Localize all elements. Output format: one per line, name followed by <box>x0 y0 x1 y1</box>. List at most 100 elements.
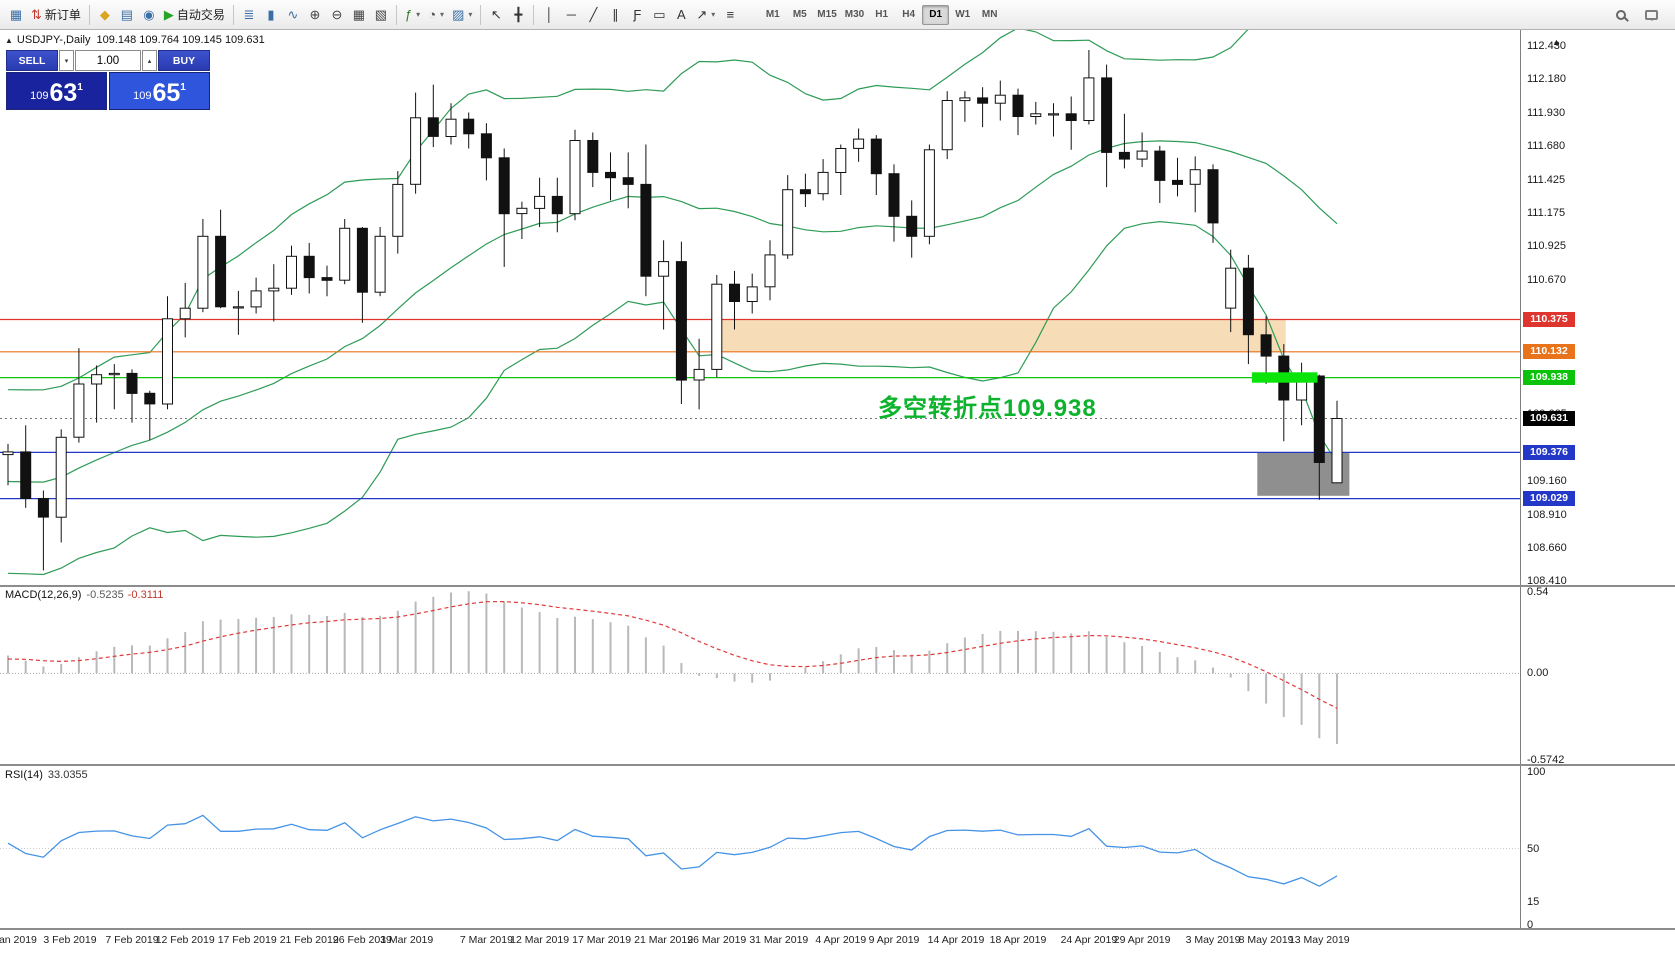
buy-button[interactable]: BUY <box>158 50 210 71</box>
navigator-icon[interactable]: ◉ <box>138 4 160 26</box>
horizontal-line-icon[interactable]: ─ <box>560 4 582 26</box>
buy-price-prefix: 109 <box>133 90 152 102</box>
arrow-tool-icon: ↗ <box>696 7 708 22</box>
main-chart-layer <box>0 30 1520 576</box>
price-axis-label: 108.910 <box>1527 508 1567 521</box>
timeframe-m1[interactable]: M1 <box>765 9 780 20</box>
search-icon[interactable] <box>1610 4 1632 26</box>
volume-input[interactable]: 1.00 <box>75 50 141 71</box>
candle <box>640 144 652 297</box>
line-chart-icon[interactable]: ∿ <box>282 4 304 26</box>
date-label: 26 Mar 2019 <box>687 934 747 946</box>
panel-separator[interactable] <box>0 928 1675 930</box>
candle <box>835 144 847 195</box>
bollinger-lower-band <box>7 220 1338 576</box>
panel-separator[interactable] <box>0 764 1675 766</box>
timeframe-m15[interactable]: M15 <box>817 9 837 20</box>
candle <box>1065 96 1077 150</box>
chevron-down-icon: ▾ <box>711 10 716 19</box>
indicators-dropdown[interactable]: ƒ ▾ <box>401 4 424 26</box>
candle <box>711 274 723 378</box>
candle <box>551 177 563 233</box>
shapes-icon[interactable]: ▭ <box>648 4 670 26</box>
horizontal-line-icon: ─ <box>566 7 576 22</box>
price-axis-label: 110.670 <box>1527 274 1566 287</box>
timeframe-d1[interactable]: D1 <box>922 4 950 25</box>
ohlc-values: 109.148 109.764 109.145 109.631 <box>96 34 265 46</box>
text-icon: A <box>677 7 686 22</box>
crosshair-icon: ╋ <box>514 7 523 22</box>
fibonacci-icon[interactable]: Ƒ <box>626 4 648 26</box>
chevron-down-icon: ▾ <box>440 10 445 19</box>
rsi-axis-label: 100 <box>1527 766 1546 778</box>
favorites-icon[interactable]: ◆ <box>94 4 116 26</box>
rsi-axis-label: 0 <box>1527 919 1534 931</box>
toolbar-right-icons <box>1610 4 1670 26</box>
candlesticks <box>2 50 1343 571</box>
price-line-badge: 110.132 <box>1523 344 1575 360</box>
macd-axis-label: 0.00 <box>1527 667 1549 680</box>
new-order-button[interactable]: ⇅ 新订单 <box>27 4 85 26</box>
arrow-tool-icon[interactable]: ↗ ▾ <box>692 4 719 26</box>
symbol-period-label: USDJPY-,Daily <box>16 34 91 46</box>
date-label: 29 Jan 2019 <box>0 934 37 946</box>
zoom-out-icon[interactable]: ⊖ <box>326 4 348 26</box>
date-label: 12 Feb 2019 <box>155 934 215 946</box>
timeframe-w1[interactable]: W1 <box>955 9 971 20</box>
cursor-icon[interactable]: ↖ <box>485 4 507 26</box>
collapse-icon[interactable]: ▲ <box>5 36 13 45</box>
candle <box>73 348 85 443</box>
panel-separator[interactable] <box>0 585 1675 587</box>
zoom-in-icon[interactable]: ⊕ <box>304 4 326 26</box>
price-axis[interactable]: 112.430 112.180 111.930 111.680 111.425 111.1… <box>1520 30 1675 931</box>
text-icon[interactable]: A <box>670 4 692 26</box>
volume-dropdown[interactable]: ▾ <box>59 50 74 71</box>
price-line-badge: 109.029 <box>1523 491 1575 507</box>
timeframe-m30[interactable]: M30 <box>844 9 865 20</box>
new-chart-icon[interactable]: ▦ <box>5 4 27 26</box>
macd-label: MACD(12,26,9) -0.5235 -0.3111 <box>5 589 163 601</box>
zoom-in-icon: ⊕ <box>309 7 321 22</box>
bollinger-upper-band <box>7 30 1249 391</box>
crosshair-icon[interactable]: ╋ <box>507 4 529 26</box>
trendline-icon[interactable]: ╱ <box>582 4 604 26</box>
chart-canvas[interactable] <box>0 0 1520 954</box>
candle <box>1242 254 1254 365</box>
templates-dropdown: ▨ <box>452 7 465 22</box>
candle <box>977 87 989 128</box>
market-watch-icon[interactable]: ▤ <box>116 4 138 26</box>
candle <box>1296 362 1308 426</box>
channel-icon[interactable]: ∥ <box>604 4 626 26</box>
cascade-windows-icon[interactable]: ▧ <box>370 4 392 26</box>
candlestick-chart-icon: ▮ <box>267 7 275 22</box>
timeframe-h1[interactable]: H1 <box>875 9 889 20</box>
timeframe-mn[interactable]: MN <box>981 9 998 20</box>
timeframe-m5[interactable]: M5 <box>792 9 807 20</box>
date-label: 4 Apr 2019 <box>815 934 867 946</box>
date-label: 14 Apr 2019 <box>927 934 985 946</box>
shapes-icon: ▭ <box>653 7 666 22</box>
candlestick-chart-icon[interactable]: ▮ <box>260 4 282 26</box>
objects-list-icon[interactable]: ≡ <box>719 4 741 26</box>
templates-dropdown[interactable]: ▨ ▾ <box>448 4 476 26</box>
auto-trading-button: ▶ <box>163 7 174 22</box>
periods-dropdown[interactable]: ◔ ▾ <box>424 4 448 26</box>
sell-button[interactable]: SELL <box>6 50 58 71</box>
tile-windows-icon: ▦ <box>352 7 366 22</box>
tile-windows-icon[interactable]: ▦ <box>348 4 370 26</box>
candle <box>339 219 351 285</box>
candle <box>463 112 475 149</box>
timeframe-h4[interactable]: H4 <box>902 9 916 20</box>
search-icon <box>1616 9 1626 20</box>
volume-stepper[interactable]: ▴ <box>142 50 157 71</box>
auto-trading-button[interactable]: ▶ 自动交易 <box>160 4 229 26</box>
buy-price-box[interactable]: 109 65 1 <box>109 72 210 110</box>
candle <box>587 132 599 188</box>
sell-price-box[interactable]: 109 63 1 <box>6 72 107 110</box>
toolbar-separator <box>232 4 234 25</box>
bar-chart-icon[interactable]: ≣ <box>238 4 260 26</box>
chat-icon[interactable] <box>1640 4 1662 26</box>
vertical-line-icon[interactable]: │ <box>538 4 560 26</box>
candle <box>108 364 120 410</box>
